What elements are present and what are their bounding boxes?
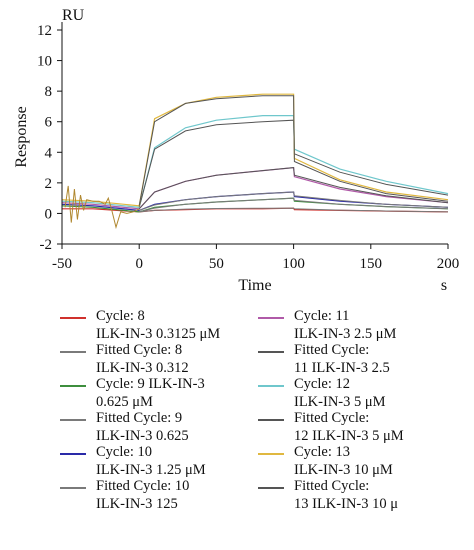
y-tick-label: 6 — [45, 115, 53, 131]
series-line-2 — [139, 207, 449, 213]
legend-label: Cycle: 10 ILK-IN-3 1.25 μM — [96, 444, 206, 478]
y-tick-label: 2 — [45, 176, 53, 192]
legend-swatch — [258, 419, 284, 421]
y-tick-label: 10 — [37, 54, 52, 70]
legend-label: Fitted Cycle: 13 ILK-IN-3 10 μ — [294, 478, 399, 512]
x-axis-label: Time — [238, 277, 271, 294]
legend-label: Fitted Cycle: 12 ILK-IN-3 5 μM — [294, 410, 404, 444]
legend-swatch — [258, 317, 284, 319]
series-line-8 — [138, 167, 449, 210]
x-tick-label: 50 — [209, 256, 224, 272]
legend: Cycle: 8 ILK-IN-3 0.3125 μM Fitted Cycle:… — [0, 300, 474, 550]
legend-swatch — [258, 453, 284, 455]
legend-label: Cycle: 13 ILK-IN-3 10 μM — [294, 444, 393, 478]
legend-swatch — [60, 385, 86, 387]
legend-swatch — [60, 419, 86, 421]
x-tick-label: 0 — [135, 256, 143, 272]
legend-label: Cycle: 12 ILK-IN-3 5 μM — [294, 376, 386, 410]
legend-swatch — [258, 487, 284, 489]
axes — [61, 22, 448, 245]
series-line-11 — [61, 93, 449, 207]
legend-swatch — [60, 351, 86, 353]
y-tick-label: 0 — [45, 206, 53, 222]
legend-swatch — [258, 351, 284, 353]
y-tick-label: 4 — [45, 145, 53, 161]
legend-label: Fitted Cycle: 9 ILK-IN-3 0.625 — [96, 410, 189, 444]
legend-label: Fitted Cycle: 11 ILK-IN-3 2.5 — [294, 342, 390, 376]
series-line-12 — [138, 95, 449, 206]
y-axis-label: Response — [13, 106, 30, 167]
x-axis-unit: s — [441, 277, 447, 294]
ticks: -50 0 50 100 150 200 -2 0 2 4 6 8 10 12 — [37, 23, 459, 272]
y-axis-unit: RU — [62, 7, 85, 24]
series-lines — [61, 93, 449, 230]
y-tick-label: 8 — [45, 84, 53, 100]
legend-label: Fitted Cycle: 8 ILK-IN-3 0.312 — [96, 342, 189, 376]
sensorgram-chart: -50 0 50 100 150 200 -2 0 2 4 6 8 10 12 RU Response T… — [13, 7, 459, 294]
series-line-10 — [138, 119, 449, 208]
series-line-4 — [139, 197, 449, 213]
series-line-7 — [61, 166, 449, 210]
legend-swatch — [258, 385, 284, 387]
x-tick-label: 200 — [437, 256, 460, 272]
legend-label: Cycle: 11 ILK-IN-3 2.5 μM — [294, 308, 397, 342]
legend-swatch — [60, 317, 86, 319]
legend-swatch — [60, 453, 86, 455]
x-tick-label: -50 — [52, 256, 72, 272]
series-line-9 — [61, 114, 449, 208]
legend-swatch — [60, 487, 86, 489]
legend-label: Cycle: 9 ILK-IN-3 0.625 μM — [96, 376, 205, 410]
x-tick-label: 150 — [360, 256, 383, 272]
y-tick-label: 12 — [37, 23, 52, 39]
legend-label: Cycle: 8 ILK-IN-3 0.3125 μM — [96, 308, 221, 342]
y-tick-label: -2 — [40, 237, 53, 253]
x-tick-label: 100 — [282, 256, 305, 272]
baseline-artifact — [64, 185, 140, 230]
series-line-5 — [61, 191, 449, 212]
legend-label: Fitted Cycle: 10 ILK-IN-3 125 — [96, 478, 190, 512]
series-line-6 — [139, 191, 449, 211]
